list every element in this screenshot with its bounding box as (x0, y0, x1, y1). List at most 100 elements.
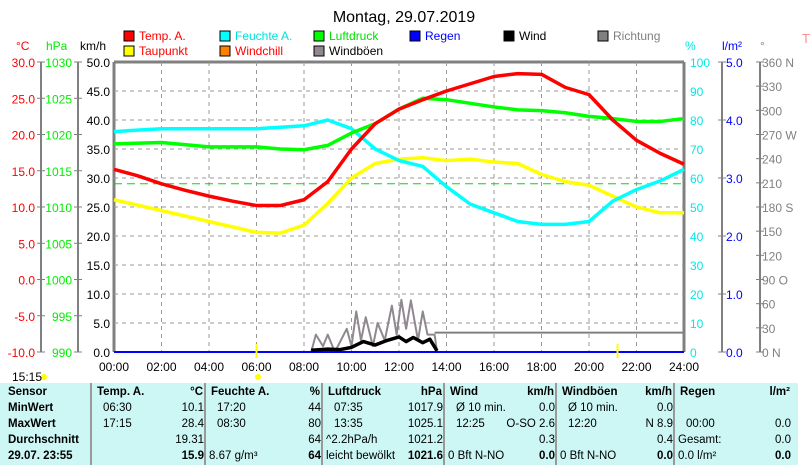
table-cell: 0.0 (775, 418, 791, 430)
temp-tick-label: 25.0 (12, 92, 36, 106)
legend: Temp. A.Taupunkt Feuchte A.Windchill Luftd… (123, 29, 660, 58)
x-tick-label: 10:00 (336, 360, 366, 374)
hum-tick-label: 100 (690, 56, 710, 70)
table-cell: 28.4 (181, 418, 204, 430)
x-tick-label: 18:00 (526, 360, 556, 374)
wind-tick-label: 20.0 (87, 230, 111, 244)
table-cell: Durchschnitt (8, 434, 79, 446)
table-cell: 10.1 (181, 402, 204, 414)
legend-swatch (219, 45, 231, 57)
temp-tick-label: 15.0 (12, 165, 36, 179)
x-tick-label: 22:00 (621, 360, 651, 374)
table-cell: ^2.2hPa/h (326, 434, 378, 446)
table-cell: leicht bewölkt (326, 450, 396, 462)
hum-tick-label: 60 (690, 172, 704, 186)
table-cell: 1021.6 (407, 450, 443, 462)
press-tick-label: 1025 (45, 92, 72, 106)
table-cell: 1025.1 (407, 418, 443, 430)
table-cell: 0.0 (657, 450, 673, 462)
table-cell: 0.0 l/m² (678, 450, 717, 462)
wind-tick-label: 10.0 (87, 288, 111, 302)
wind-tick-label: 45.0 (87, 85, 111, 99)
dir-tick-label: 120 (762, 249, 782, 263)
series-line-temp-a- (113, 71, 685, 208)
table-cell: 0.3 (539, 434, 555, 446)
dir-tick-label: 150 (762, 225, 782, 239)
press-tick-label: 1020 (45, 129, 72, 143)
table-cell: 0.0 (657, 402, 673, 414)
rain-tick-label: 0.0 (726, 346, 743, 360)
legend-swatch (597, 30, 609, 42)
legend-swatch (313, 30, 325, 42)
legend-label: Taupunkt (139, 44, 188, 58)
table-cell: 12:25 (456, 418, 485, 430)
table-cell: 64 (308, 434, 321, 446)
legend-label: Feuchte A. (235, 29, 292, 43)
legend-swatch (409, 30, 421, 42)
table-cell: 0.0 (775, 434, 791, 446)
rain-tick-label: 2.0 (726, 230, 743, 244)
column-divider (673, 383, 675, 465)
series-line-taupunkt (113, 155, 684, 235)
table-cell: km/h (527, 386, 554, 398)
table-cell: °C (190, 386, 203, 398)
rain-tick-label: 5.0 (726, 56, 743, 70)
sunrise-time: 15:15 (12, 370, 42, 383)
dir-tick-label: 210 (762, 177, 782, 191)
table-cell: 0.0 (539, 402, 555, 414)
legend-label: Windchill (235, 44, 283, 58)
legend-swatch (123, 45, 135, 57)
press-tick-label: 1000 (45, 274, 72, 288)
x-tick-label: 02:00 (146, 360, 176, 374)
press-tick-label: 1005 (45, 237, 72, 251)
table-cell: 29.07. 23:55 (8, 450, 73, 462)
dir-tick-label: 240 (762, 153, 782, 167)
press-tick-label: 1010 (45, 201, 72, 215)
table-cell: km/h (645, 386, 672, 398)
column-divider (321, 383, 323, 465)
table-cell: 80 (308, 418, 321, 430)
dir-tick-label: 270 W (762, 129, 797, 143)
temp-axis-unit: °C (16, 39, 30, 53)
dir-tick-label: 360 N (762, 56, 794, 70)
table-cell: Regen (680, 386, 716, 398)
dir-tick-label: 330 (762, 80, 782, 94)
stats-table: Sensor Temp. A. °C Feuchte A.% Luftdruck hPa W… (0, 383, 798, 465)
hum-tick-label: 70 (690, 143, 704, 157)
series-lines (41, 71, 685, 380)
series-line-wind (311, 335, 439, 353)
press-tick-label: 1030 (45, 56, 72, 70)
table-cell: Wind (450, 386, 478, 398)
series-line-luftdruck (113, 96, 685, 152)
table-cell: 0 Bft N-NO (560, 450, 617, 462)
table-cell: 1021.2 (407, 434, 443, 446)
table-cell: 0.4 (657, 434, 673, 446)
x-tick-label: 24:00 (669, 360, 699, 374)
x-tick-label: 14:00 (431, 360, 461, 374)
legend-label: Wind (519, 29, 546, 43)
temp-tick-label: 20.0 (12, 129, 36, 143)
wind-tick-label: 35.0 (87, 143, 111, 157)
hum-tick-label: 80 (690, 114, 704, 128)
table-cell: 12:20 (568, 418, 597, 430)
table-cell: O-SO 2.6 (506, 418, 555, 430)
x-tick-label: 16:00 (479, 360, 509, 374)
table-cell: Sensor (8, 386, 47, 398)
wind-tick-label: 25.0 (87, 201, 111, 215)
table-cell: 00:00 (686, 418, 715, 430)
table-cell: 1017.9 (407, 402, 443, 414)
dir-tick-label: 180 S (762, 201, 793, 215)
dir-tick-label: 60 (762, 298, 776, 312)
table-cell: % (309, 386, 320, 398)
table-cell: Temp. A. (97, 386, 145, 398)
table-cell: 13:35 (334, 418, 363, 430)
table-cell: 07:35 (334, 402, 363, 414)
table-cell: Windböen (562, 386, 618, 398)
legend-label: Temp. A. (139, 29, 186, 43)
table-cell: 17:20 (217, 402, 246, 414)
sun-icon (41, 374, 47, 380)
wind-tick-label: 0.0 (93, 346, 110, 360)
wind-axis-unit: km/h (80, 39, 106, 53)
series-line-windböen (310, 298, 438, 353)
table-cell: 0.0 (775, 450, 791, 462)
